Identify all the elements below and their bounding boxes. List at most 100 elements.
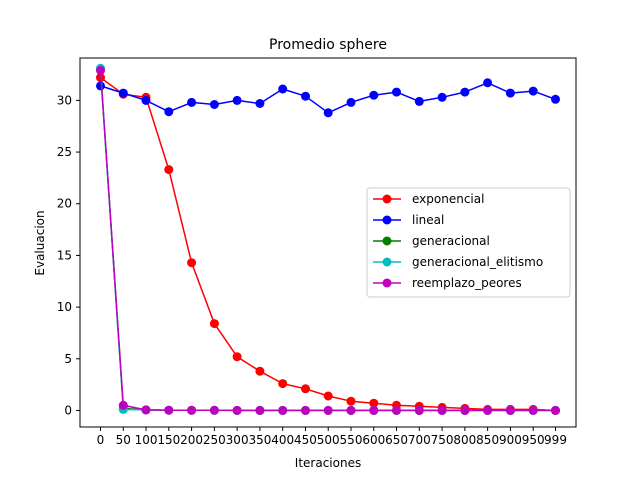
legend-swatch-marker	[382, 215, 392, 225]
plot-frame	[79, 57, 577, 428]
legend-label: generacional_elitismo	[412, 255, 543, 269]
data-point	[255, 366, 265, 376]
x-tick-label: 500	[317, 433, 340, 447]
data-point	[528, 405, 538, 415]
data-point	[437, 405, 447, 415]
data-point	[323, 108, 333, 118]
data-point	[209, 319, 219, 329]
data-point	[96, 81, 105, 91]
data-point	[278, 379, 288, 389]
data-point	[505, 88, 515, 98]
x-tick-label: 150	[157, 433, 180, 447]
data-point	[369, 405, 379, 415]
data-point	[414, 405, 424, 415]
data-point	[255, 99, 265, 108]
data-point	[209, 100, 219, 109]
data-point	[437, 92, 447, 102]
data-point	[232, 95, 242, 105]
data-point	[346, 405, 356, 415]
x-tick-label: 100	[135, 433, 158, 447]
legend-label: generacional	[412, 234, 490, 248]
data-point	[346, 97, 356, 107]
legend: exponencial lineal generacional generaciona…	[366, 187, 571, 298]
data-point	[301, 384, 310, 394]
x-tick-label: 750	[431, 433, 454, 447]
data-point	[301, 405, 310, 415]
x-tick-label: 250	[203, 433, 226, 447]
data-point	[369, 398, 379, 408]
legend-swatch-marker	[382, 236, 392, 246]
y-tick-label: 15	[57, 248, 72, 262]
series-reemplazo_peores	[96, 65, 560, 415]
data-point	[118, 400, 128, 410]
legend-label: lineal	[412, 213, 444, 227]
x-tick-label: 450	[294, 433, 317, 447]
data-point	[392, 405, 401, 415]
data-point	[528, 86, 538, 96]
data-point	[369, 90, 379, 100]
x-tick-label: 0	[97, 433, 105, 447]
x-tick-label: 350	[248, 433, 271, 447]
data-point	[96, 65, 105, 75]
data-point	[255, 405, 265, 415]
x-tick-label: 999	[544, 433, 567, 447]
series-lineal	[96, 78, 560, 118]
x-tick-label: 600	[362, 433, 385, 447]
axis-ticks: 0 50 100 150 200 250 300 350 400 450 500 550 600 650 7…	[57, 93, 567, 447]
x-tick-label: 900	[499, 433, 522, 447]
x-axis-label: Iteraciones	[295, 456, 361, 470]
data-point	[118, 88, 128, 98]
data-point	[551, 94, 560, 104]
data-point	[187, 97, 197, 107]
series-group	[96, 63, 560, 415]
data-point	[187, 258, 197, 268]
x-tick-label: 200	[180, 433, 203, 447]
y-tick-label: 0	[64, 403, 72, 417]
x-tick-label: 950	[522, 433, 545, 447]
x-tick-label: 700	[408, 433, 431, 447]
data-point	[164, 165, 174, 175]
data-point	[141, 95, 151, 105]
x-tick-label: 400	[271, 433, 294, 447]
data-point	[209, 405, 219, 415]
x-tick-label: 800	[453, 433, 476, 447]
data-point	[392, 87, 401, 97]
data-point	[164, 107, 174, 117]
legend-swatch-marker	[382, 278, 392, 288]
data-point	[460, 405, 470, 415]
data-point	[187, 405, 197, 415]
data-point	[278, 84, 288, 94]
data-point	[323, 405, 333, 415]
data-point	[460, 87, 470, 97]
legend-label: exponencial	[412, 192, 484, 206]
y-tick-label: 30	[57, 93, 72, 107]
x-tick-label: 650	[385, 433, 408, 447]
data-point	[164, 405, 174, 415]
y-tick-label: 25	[57, 145, 72, 159]
legend-swatch-marker	[382, 194, 392, 204]
x-tick-label: 300	[226, 433, 249, 447]
data-point	[346, 396, 356, 406]
y-tick-label: 20	[57, 197, 72, 211]
x-tick-label: 850	[476, 433, 499, 447]
y-tick-label: 5	[64, 352, 72, 366]
data-point	[505, 405, 515, 415]
data-point	[278, 405, 288, 415]
x-tick-label: 550	[340, 433, 363, 447]
legend-swatch-marker	[382, 257, 392, 267]
data-point	[483, 405, 493, 415]
data-point	[141, 405, 151, 415]
y-axis-label: Evaluacion	[33, 210, 47, 275]
data-point	[483, 78, 493, 88]
data-point	[232, 352, 242, 362]
x-tick-label: 50	[116, 433, 131, 447]
data-point	[323, 391, 333, 401]
data-point	[301, 91, 310, 101]
data-point	[414, 96, 424, 106]
data-point	[232, 405, 242, 415]
legend-box	[366, 187, 571, 298]
y-tick-label: 10	[57, 300, 72, 314]
legend-label: reemplazo_peores	[412, 276, 522, 290]
data-point	[551, 405, 560, 415]
